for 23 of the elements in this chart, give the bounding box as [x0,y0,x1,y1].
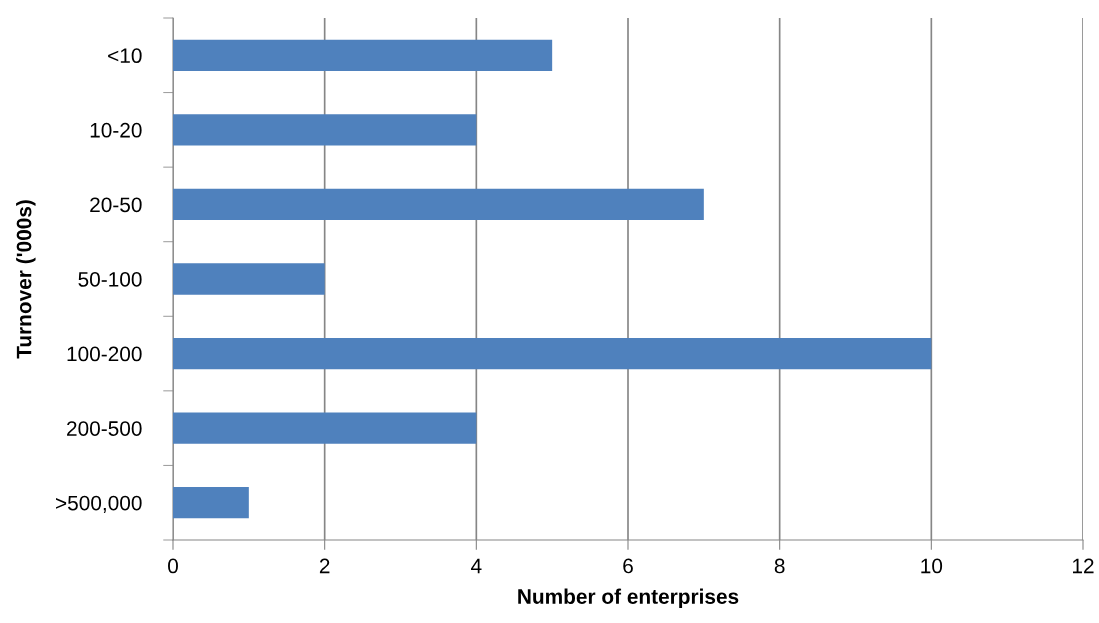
bar [173,114,477,146]
x-tick-label: 10 [921,558,943,574]
bar [173,188,704,221]
y-axis-title: Turnover ('000s) [16,200,36,359]
x-tick-label: 2 [319,558,330,574]
y-tick-label: 50-100 [78,272,142,287]
bar [173,412,477,444]
x-axis-title: Number of enterprises [518,588,739,609]
y-tick-label: 10-20 [90,122,142,138]
x-tick-label: 12 [1073,558,1094,574]
y-tick-label: >500,000 [56,495,142,513]
y-tick-label: <10 [108,48,142,64]
y-tick-label: 20-50 [90,197,142,213]
bar [173,263,325,295]
bar [173,487,249,519]
bar [173,337,932,370]
bar [173,39,553,71]
y-tick-label: 200-500 [67,421,142,436]
y-tick-label: 100-200 [67,346,142,362]
x-tick-label: 4 [471,558,482,574]
x-tick-label: 0 [168,558,178,574]
x-tick-label: 6 [623,558,633,574]
x-tick-label: 8 [774,558,785,574]
